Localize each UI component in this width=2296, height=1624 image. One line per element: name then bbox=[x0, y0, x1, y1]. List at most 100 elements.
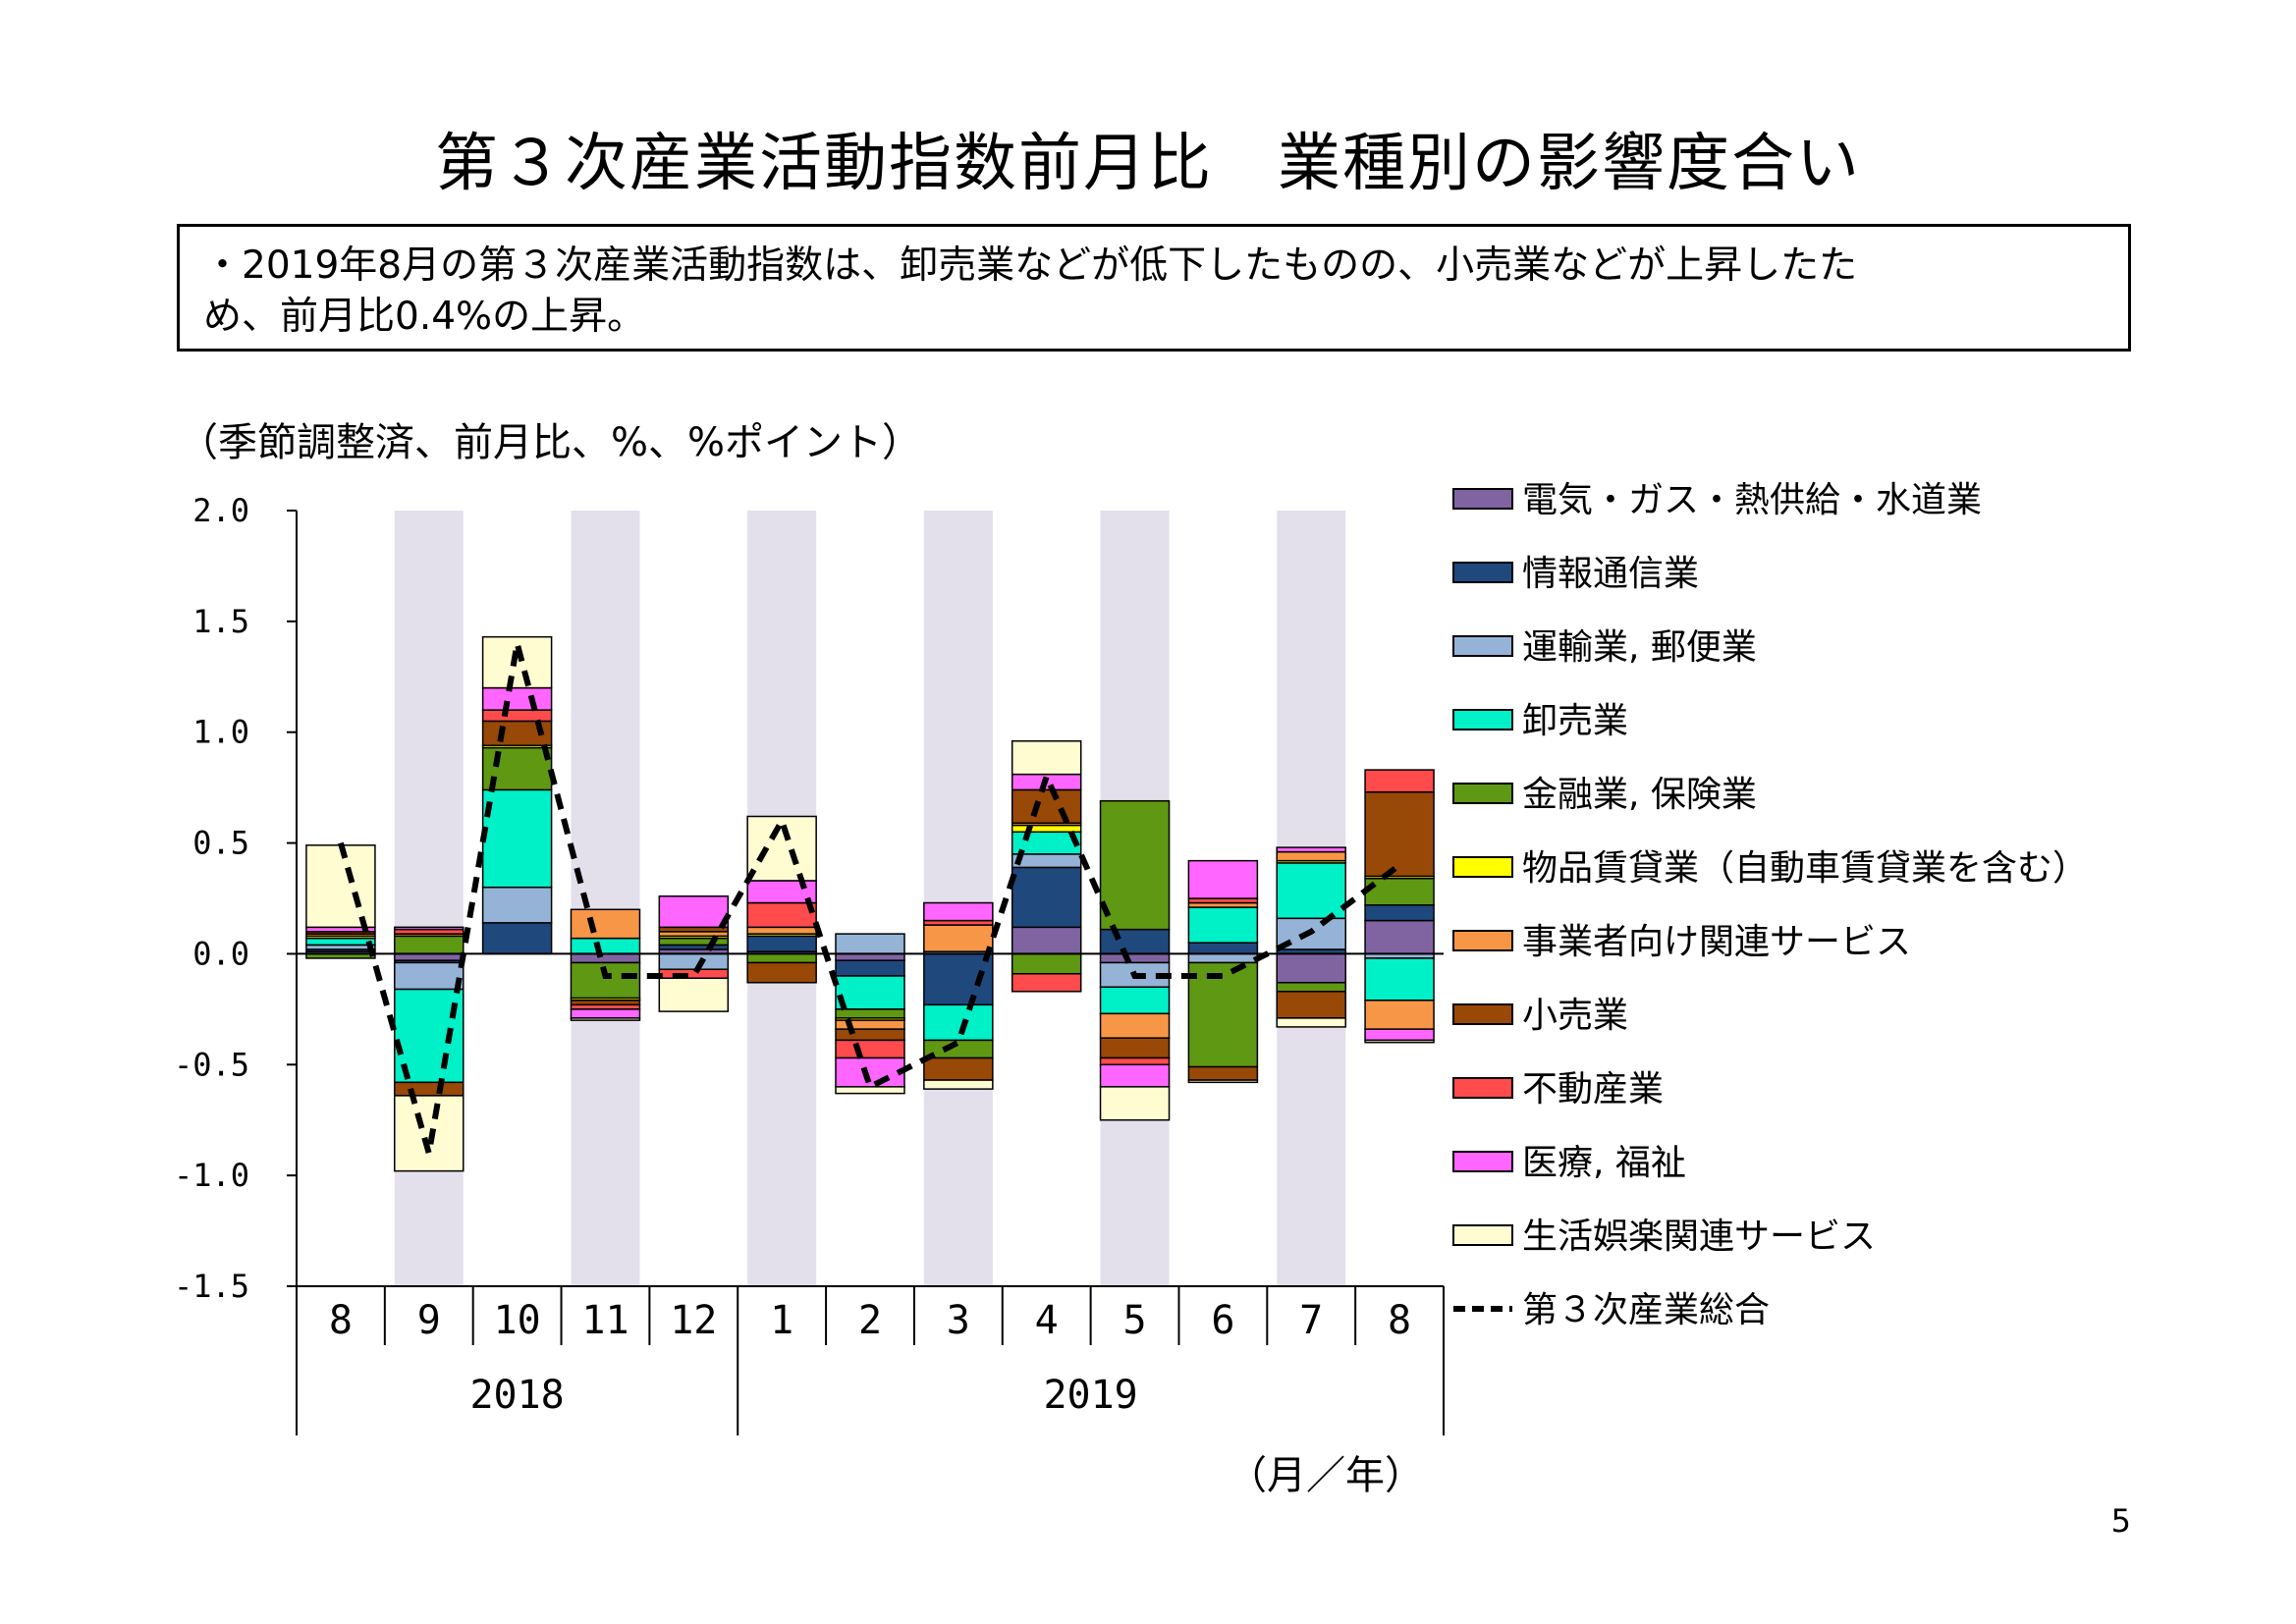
bar-segment-3-11 bbox=[1276, 862, 1346, 920]
legend-swatch bbox=[1452, 1003, 1513, 1025]
bar-segment-6-3 bbox=[570, 908, 641, 940]
bar-segment-9-2 bbox=[481, 686, 553, 711]
bar-segment-6-11 bbox=[1276, 850, 1346, 862]
bar-segment-0-6 bbox=[835, 952, 905, 961]
x-tick-label: 10 bbox=[494, 1298, 541, 1343]
legend-swatch bbox=[1452, 930, 1513, 951]
bar-segment-7-6 bbox=[835, 1028, 905, 1042]
y-tick-label: 0.0 bbox=[192, 935, 249, 972]
summary-box: ・2019年8月の第３次産業活動指数は、卸売業などが低下したものの、小売業などが… bbox=[177, 224, 2131, 352]
bar-segment-2-6 bbox=[835, 933, 905, 955]
bar-segment-4-12 bbox=[1364, 877, 1435, 906]
bar-segment-3-7 bbox=[923, 1003, 994, 1042]
bar-segment-5-8 bbox=[1011, 824, 1082, 834]
x-tick-label: 4 bbox=[1035, 1298, 1059, 1343]
y-tick-label: 2.0 bbox=[192, 492, 249, 529]
legend-label: 第３次産業総合 bbox=[1522, 1290, 1770, 1330]
legend-swatch bbox=[1452, 1224, 1513, 1246]
legend-swatch bbox=[1452, 488, 1513, 510]
legend-swatch bbox=[1452, 562, 1513, 583]
bar-segment-4-8 bbox=[1011, 952, 1082, 975]
bar-segment-4-10 bbox=[1187, 961, 1259, 1068]
legend-swatch bbox=[1452, 1077, 1513, 1099]
bar-segment-10-10 bbox=[1187, 1079, 1259, 1084]
page-title: 第３次産業活動指数前月比 業種別の影響度合い bbox=[435, 128, 1861, 200]
summary-line-2: め、前月比0.4%の上昇。 bbox=[203, 295, 646, 339]
bar-segment-4-5 bbox=[746, 952, 817, 964]
shaded-band-3 bbox=[571, 511, 640, 1286]
bar-segment-6-7 bbox=[923, 924, 994, 952]
x-tick-label: 3 bbox=[947, 1298, 970, 1343]
bar-segment-10-9 bbox=[1099, 1086, 1171, 1121]
legend-swatch bbox=[1452, 856, 1513, 878]
bar-segment-3-12 bbox=[1364, 957, 1435, 1001]
bar-segment-1-12 bbox=[1364, 904, 1435, 922]
bar-segment-6-12 bbox=[1364, 1000, 1435, 1030]
year-label: 2018 bbox=[469, 1373, 564, 1418]
x-unit-label: （月／年） bbox=[1228, 1453, 1424, 1498]
bar-segment-10-5 bbox=[746, 815, 817, 882]
y-tick-label: 1.0 bbox=[192, 714, 249, 751]
bar-segment-2-2 bbox=[481, 886, 553, 924]
bar-segment-8-5 bbox=[746, 901, 817, 929]
bar-segment-10-4 bbox=[658, 977, 730, 1012]
bar-segment-7-9 bbox=[1099, 1037, 1171, 1059]
legend-swatch bbox=[1452, 1151, 1513, 1172]
x-tick-label: 7 bbox=[1299, 1298, 1323, 1343]
legend-label: 運輸業, 郵便業 bbox=[1522, 627, 1757, 668]
page-number: 5 bbox=[2110, 1502, 2131, 1540]
bar-segment-1-8 bbox=[1011, 866, 1082, 929]
bar-segment-3-3 bbox=[570, 937, 641, 955]
bar-segment-0-12 bbox=[1364, 919, 1435, 955]
x-tick-label: 6 bbox=[1211, 1298, 1234, 1343]
bar-segment-1-5 bbox=[746, 935, 817, 952]
legend-label: 物品賃貸業（自動車賃貸業を含む） bbox=[1522, 848, 2088, 889]
legend-label: 医療, 福祉 bbox=[1522, 1143, 1686, 1183]
summary-line-1: ・2019年8月の第３次産業活動指数は、卸売業などが低下したものの、小売業などが… bbox=[203, 244, 1858, 288]
bar-segment-3-9 bbox=[1099, 986, 1171, 1015]
bar-segment-7-11 bbox=[1276, 991, 1346, 1019]
legend-label: 電気・ガス・熱供給・水道業 bbox=[1522, 480, 1982, 520]
bar-segment-1-2 bbox=[481, 922, 553, 955]
bar-segment-0-11 bbox=[1276, 952, 1346, 984]
legend-swatch bbox=[1452, 783, 1513, 804]
x-tick-label: 9 bbox=[417, 1298, 441, 1343]
bar-segment-9-4 bbox=[658, 894, 730, 929]
legend-label: 小売業 bbox=[1522, 996, 1628, 1036]
bar-segment-1-9 bbox=[1099, 928, 1171, 955]
bar-segment-3-6 bbox=[835, 975, 905, 1010]
bar-segment-10-12 bbox=[1364, 1039, 1435, 1044]
bar-segment-9-6 bbox=[835, 1056, 905, 1088]
legend-swatch bbox=[1452, 709, 1513, 731]
bar-segment-8-2 bbox=[481, 709, 553, 723]
bar-segment-9-12 bbox=[1364, 1028, 1435, 1042]
bar-segment-7-5 bbox=[746, 961, 817, 984]
x-tick-label: 2 bbox=[858, 1298, 882, 1343]
bar-segment-10-6 bbox=[835, 1086, 905, 1095]
bars bbox=[305, 635, 1435, 1172]
bar-segment-4-9 bbox=[1099, 799, 1171, 931]
x-tick-label: 8 bbox=[1388, 1298, 1411, 1343]
bar-segment-7-12 bbox=[1364, 790, 1435, 878]
bar-segment-0-8 bbox=[1011, 926, 1082, 955]
bar-segment-8-6 bbox=[835, 1039, 905, 1059]
bar-segment-4-11 bbox=[1276, 982, 1346, 993]
bar-segment-10-2 bbox=[481, 635, 553, 689]
bar-segment-0-3 bbox=[570, 952, 641, 964]
bar-segment-1-10 bbox=[1187, 942, 1259, 955]
bar-segment-7-1 bbox=[394, 1081, 465, 1097]
bar-segment-9-1 bbox=[394, 926, 465, 931]
bar-segment-0-9 bbox=[1099, 952, 1171, 964]
bar-segment-4-1 bbox=[394, 935, 465, 955]
bar-segment-1-6 bbox=[835, 959, 905, 977]
bar-segment-7-10 bbox=[1187, 1065, 1259, 1081]
x-tick-label: 1 bbox=[770, 1298, 793, 1343]
bar-segment-10-3 bbox=[570, 1017, 641, 1021]
y-tick-label: -1.0 bbox=[174, 1157, 249, 1194]
bar-segment-9-9 bbox=[1099, 1063, 1171, 1088]
bar-segment-4-6 bbox=[835, 1008, 905, 1019]
bar-segment-0-1 bbox=[394, 952, 465, 961]
legend-label: 不動産業 bbox=[1522, 1069, 1664, 1110]
bar-segment-9-10 bbox=[1187, 859, 1259, 899]
